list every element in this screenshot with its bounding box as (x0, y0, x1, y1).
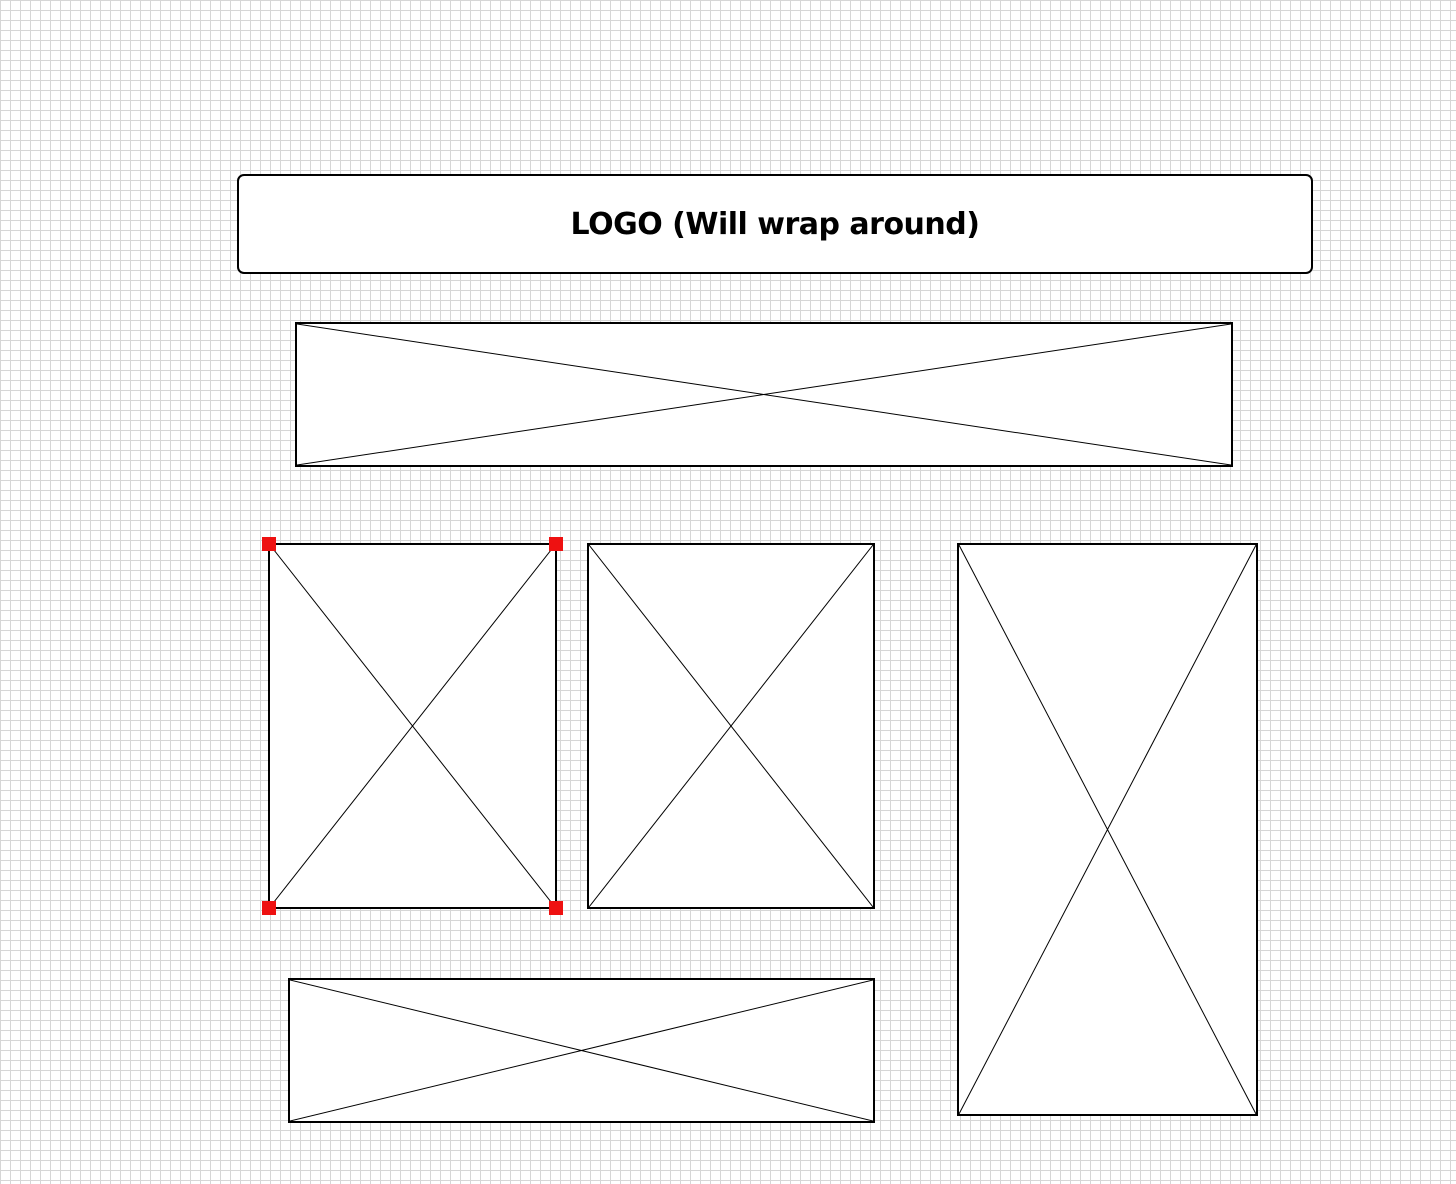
bottom-image-placeholder[interactable] (288, 978, 875, 1123)
image-placeholder-icon (290, 980, 873, 1121)
banner-image-placeholder[interactable] (295, 322, 1233, 467)
right-image-placeholder[interactable] (957, 543, 1258, 1116)
image-placeholder-icon (270, 545, 555, 907)
left-image-placeholder[interactable] (268, 543, 557, 909)
logo-box[interactable]: LOGO (Will wrap around) (237, 174, 1313, 274)
image-placeholder-icon (959, 545, 1256, 1114)
resize-handle-bottom-left[interactable] (262, 901, 276, 915)
resize-handle-top-left[interactable] (262, 537, 276, 551)
middle-image-placeholder[interactable] (587, 543, 875, 909)
resize-handle-bottom-right[interactable] (549, 901, 563, 915)
image-placeholder-icon (589, 545, 873, 907)
logo-label: LOGO (Will wrap around) (570, 206, 980, 242)
image-placeholder-icon (297, 324, 1231, 465)
resize-handle-top-right[interactable] (549, 537, 563, 551)
